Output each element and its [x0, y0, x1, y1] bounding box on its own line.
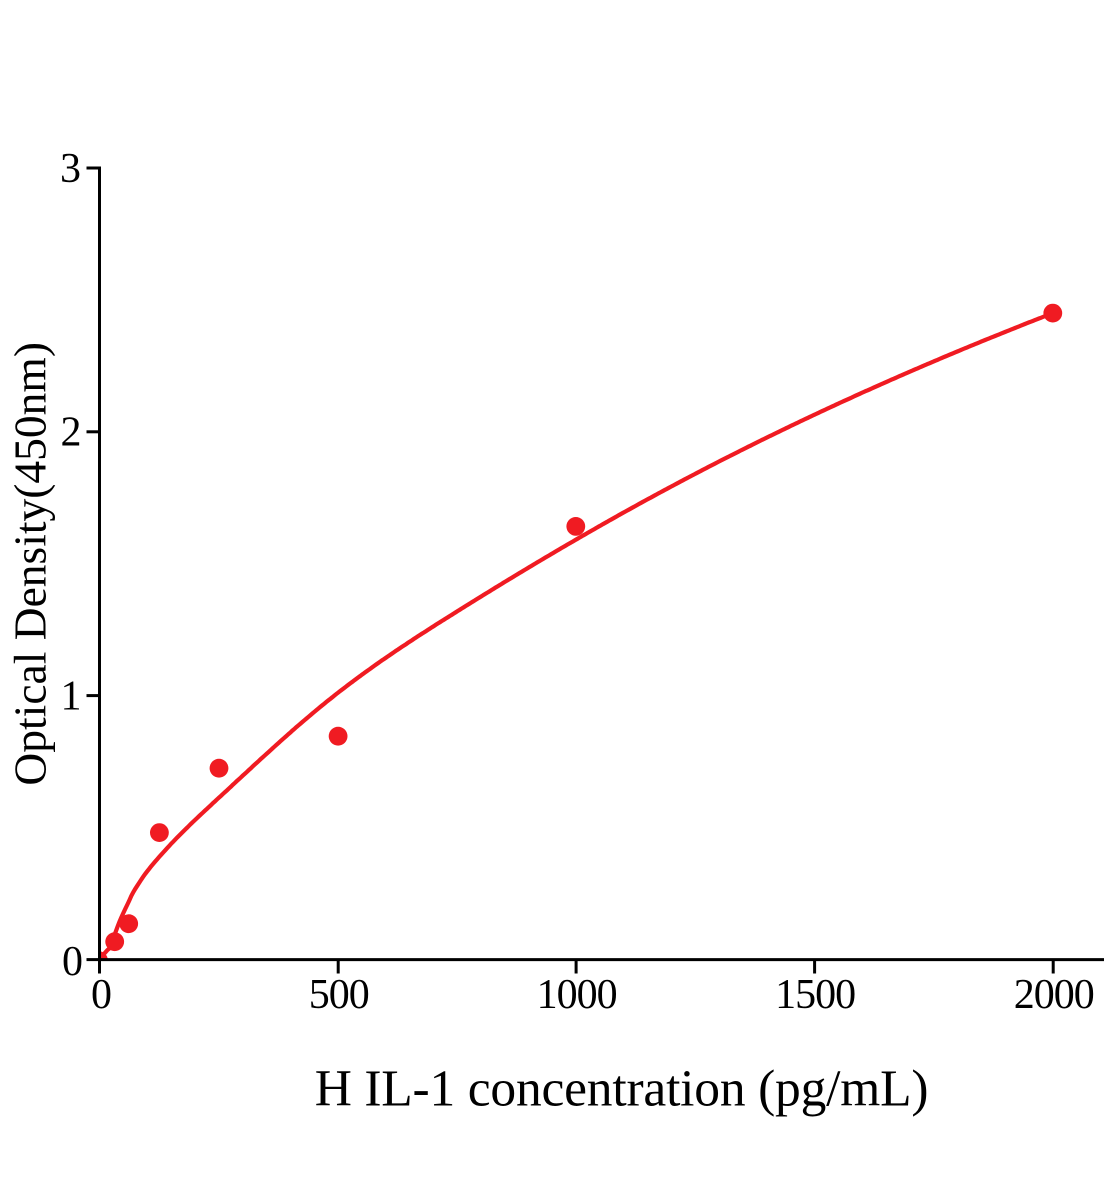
- svg-text:3: 3: [60, 146, 81, 192]
- svg-text:2000: 2000: [1014, 972, 1094, 1018]
- svg-text:1: 1: [61, 674, 82, 720]
- svg-text:1000: 1000: [537, 972, 617, 1018]
- svg-text:H IL-1 concentration (pg/mL): H IL-1 concentration (pg/mL): [315, 1061, 929, 1118]
- svg-text:0: 0: [62, 939, 83, 985]
- svg-text:500: 500: [309, 972, 369, 1018]
- svg-text:0: 0: [91, 972, 111, 1018]
- svg-text:1500: 1500: [775, 972, 855, 1018]
- svg-text:2: 2: [61, 410, 82, 456]
- svg-text:Optical Density(450nm): Optical Density(450nm): [4, 342, 55, 786]
